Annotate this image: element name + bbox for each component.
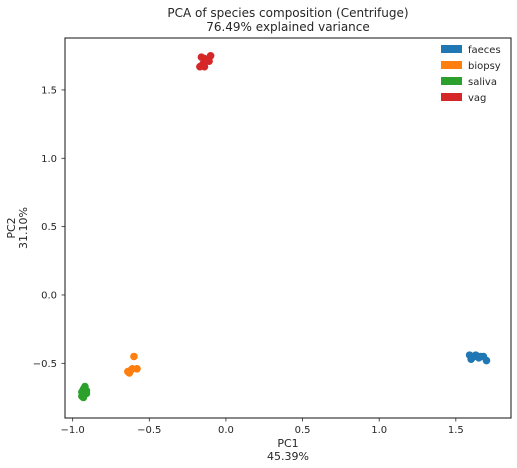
- legend: faeces biopsy saliva vag: [441, 45, 501, 104]
- y-axis-ticks: −0.5 0.0 0.5 1.0 1.5: [33, 85, 65, 370]
- y-axis-label: PC2: [5, 217, 18, 238]
- legend-swatch-faeces: [441, 45, 462, 53]
- data-point-vag: [205, 57, 213, 66]
- y-tick-label: −0.5: [33, 359, 57, 370]
- data-point-vag: [200, 62, 209, 71]
- legend-label-vag: vag: [468, 93, 486, 104]
- legend-label-faeces: faeces: [468, 45, 501, 56]
- y-tick-label: 1.0: [41, 154, 57, 165]
- data-point-faeces: [482, 356, 491, 365]
- plot-area-frame: [64, 37, 512, 419]
- x-tick-label: 0.5: [295, 425, 311, 436]
- chart-subtitle: 76.49% explained variance: [206, 20, 370, 34]
- x-tick-label: 1.0: [371, 425, 387, 436]
- x-axis-ticks: −1.0 −0.5 0.0 0.5 1.0 1.5: [61, 418, 464, 436]
- y-axis-sublabel: 31.10%: [17, 207, 30, 249]
- legend-swatch-biopsy: [441, 61, 462, 69]
- x-axis-sublabel: 45.39%: [267, 450, 309, 463]
- data-points-layer: [78, 51, 491, 402]
- legend-label-biopsy: biopsy: [468, 61, 501, 72]
- data-point-biopsy: [125, 369, 134, 377]
- x-tick-label: 0.0: [218, 425, 234, 436]
- chart-title: PCA of species composition (Centrifuge): [167, 6, 408, 20]
- data-point-biopsy: [133, 364, 141, 373]
- x-tick-label: −1.0: [61, 425, 85, 436]
- legend-swatch-vag: [441, 93, 462, 101]
- x-tick-label: −0.5: [137, 425, 161, 436]
- legend-label-saliva: saliva: [468, 77, 497, 88]
- data-point-saliva: [82, 389, 91, 398]
- data-point-biopsy: [130, 352, 138, 361]
- y-tick-label: 0.5: [41, 222, 57, 233]
- y-tick-label: 1.5: [41, 85, 57, 96]
- legend-swatch-saliva: [441, 77, 462, 85]
- x-tick-label: 1.5: [448, 425, 464, 436]
- y-tick-label: 0.0: [41, 290, 57, 301]
- x-axis-label: PC1: [277, 437, 298, 450]
